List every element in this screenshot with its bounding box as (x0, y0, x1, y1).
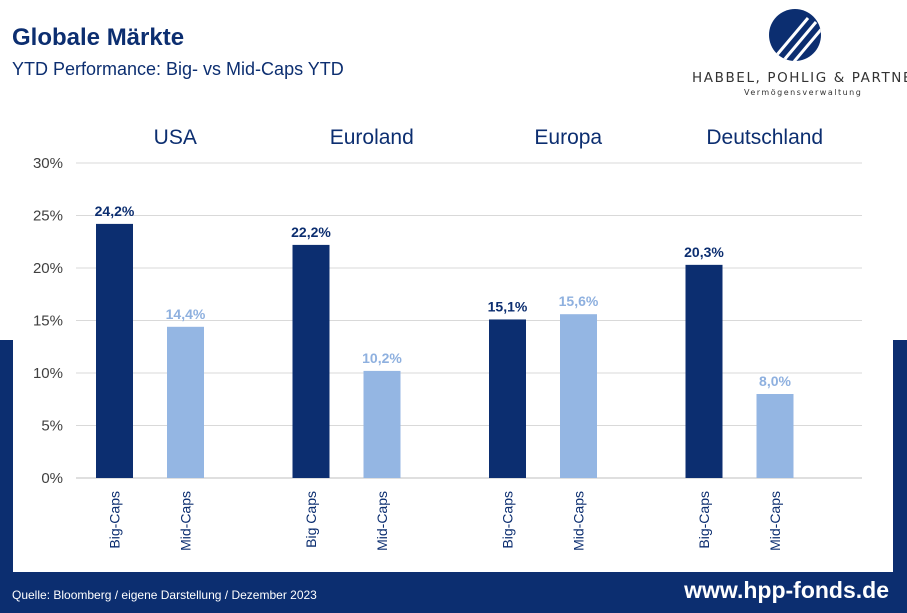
bar-big-caps (685, 264, 723, 478)
group-title: Europa (534, 126, 602, 149)
source-note: Quelle: Bloomberg / eigene Darstellung /… (12, 588, 317, 602)
footer-bar: Quelle: Bloomberg / eigene Darstellung /… (0, 572, 907, 613)
y-tick-label: 0% (41, 470, 63, 487)
x-category-label: Big-Caps (696, 491, 712, 549)
data-label: 22,2% (291, 224, 331, 240)
logo-company-name: HABBEL, POHLIG & PARTNER (692, 70, 907, 86)
x-category-label: Big Caps (303, 491, 319, 548)
data-label: 15,1% (488, 298, 528, 314)
bar-chart: 0% 5% 10% 15% 20% 25% 30% USA 24,2% Big-Caps 14,4%… (33, 126, 862, 551)
website-link[interactable]: www.hpp-fonds.de (684, 577, 889, 603)
y-tick-label: 20% (33, 260, 63, 277)
x-category-label: Big-Caps (107, 491, 123, 549)
logo-tagline: Vermögensverwaltung (744, 88, 863, 97)
data-label: 14,4% (166, 306, 206, 322)
bar-big-caps (96, 223, 133, 478)
page-subtitle: YTD Performance: Big- vs Mid-Caps YTD (12, 59, 344, 79)
data-label: 20,3% (684, 244, 724, 260)
y-tick-label: 15% (33, 313, 63, 330)
y-tick-label: 25% (33, 208, 63, 225)
left-brand-band (0, 340, 13, 572)
right-brand-band (893, 340, 907, 572)
bar-mid-caps (363, 370, 401, 478)
bar-mid-caps (560, 314, 597, 478)
y-tick-label: 10% (33, 365, 63, 382)
y-tick-label: 30% (33, 155, 63, 172)
x-category-label: Mid-Caps (767, 491, 783, 551)
page-title: Globale Märkte (12, 24, 185, 51)
x-category-label: Big-Caps (500, 491, 516, 549)
group-title: Deutschland (706, 126, 823, 149)
y-tick-label: 5% (41, 418, 63, 435)
bar-big-caps (489, 319, 526, 478)
data-label: 15,6% (559, 293, 599, 309)
group-title: USA (154, 126, 197, 149)
x-category-label: Mid-Caps (374, 491, 390, 551)
x-category-label: Mid-Caps (178, 491, 194, 551)
hpp-stripes-logo-icon (769, 9, 821, 61)
group-title: Euroland (330, 126, 414, 149)
data-label: 24,2% (95, 203, 135, 219)
x-category-label: Mid-Caps (571, 491, 587, 551)
data-label: 8,0% (759, 373, 791, 389)
data-label: 10,2% (362, 350, 402, 366)
bar-mid-caps (756, 394, 794, 478)
bar-big-caps (292, 244, 330, 478)
bar-mid-caps (167, 326, 204, 478)
